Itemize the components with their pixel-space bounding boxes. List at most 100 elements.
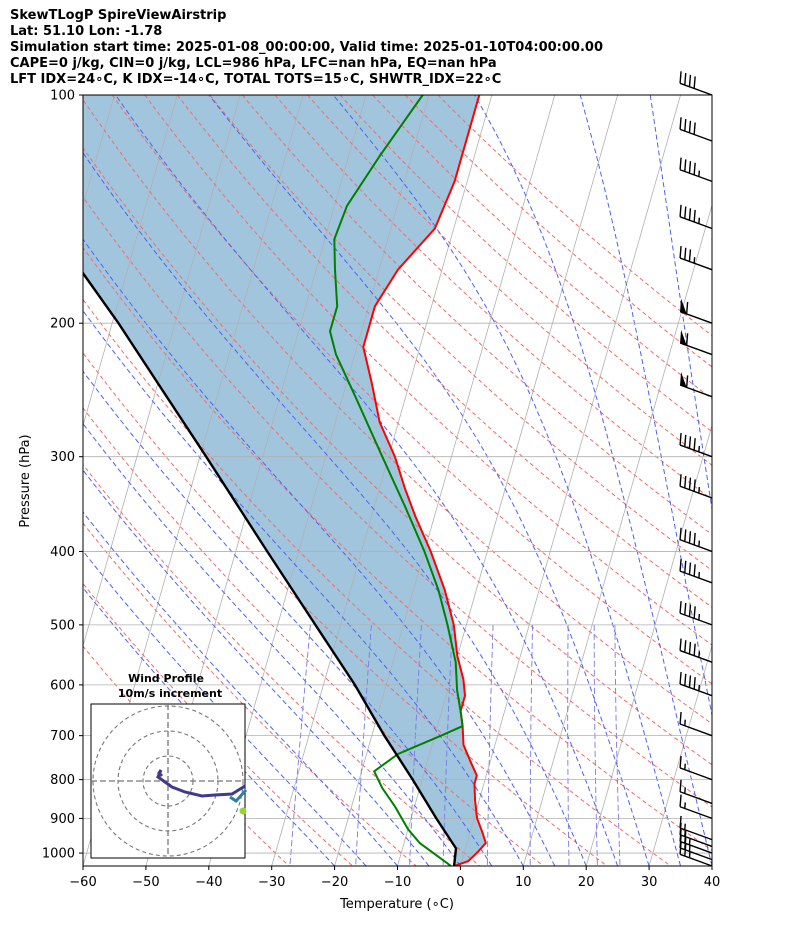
barb-full (693, 162, 696, 175)
barb-full (679, 432, 682, 446)
moist-adiabat (83, 587, 335, 866)
barb-full (684, 206, 687, 219)
wind-barb (679, 329, 713, 356)
barb-staff (679, 683, 713, 697)
barb-full (679, 638, 682, 651)
mixing-ratio-line (567, 624, 570, 866)
barb-half (698, 684, 701, 691)
x-tick-label: 40 (704, 875, 721, 890)
barb-full (688, 249, 692, 262)
barb-full (679, 474, 682, 487)
dry-adiabat (83, 407, 544, 866)
barb-full (693, 564, 696, 577)
wind-barb (679, 71, 713, 96)
barb-full (693, 479, 696, 492)
y-axis-label: Pressure (hPa) (18, 434, 33, 527)
moist-adiabat (208, 95, 650, 866)
y-tick-label: 500 (50, 618, 75, 633)
moist-adiabat (649, 95, 712, 513)
wind-barb (679, 755, 713, 781)
barb-staff (679, 485, 713, 499)
barb-full (693, 209, 696, 223)
barb-half (688, 845, 691, 852)
hodograph-marker (239, 807, 247, 815)
isotherm (83, 95, 178, 427)
barb-flag (680, 298, 687, 314)
dry-adiabat (209, 95, 712, 572)
x-axis-ticks: −60 −50 −40 −30 −20 −10 0 10 20 30 40 (69, 866, 720, 890)
mixing-ratio-line (486, 624, 494, 866)
barb-full (679, 755, 682, 769)
isotherm (711, 864, 712, 866)
barb-full (684, 72, 687, 86)
barb-half (684, 802, 686, 809)
dry-adiabat (144, 95, 712, 646)
barb-staff (679, 257, 713, 271)
barb-full (688, 531, 692, 544)
isotherm (271, 95, 493, 866)
x-tick-label: 30 (641, 875, 658, 890)
barb-full (688, 641, 692, 655)
barb-half (698, 540, 701, 547)
y-tick-label: 700 (50, 729, 75, 744)
barb-full (693, 438, 696, 451)
wind-barb (679, 815, 713, 841)
y-axis-ticks: 100 200 300 400 500 600 700 800 900 1000 (42, 89, 83, 862)
dry-adiabat (83, 522, 417, 866)
dry-adiabat (372, 95, 712, 400)
barb-staff (679, 216, 713, 230)
barb-full (679, 157, 682, 170)
wind-barb (679, 527, 713, 553)
barb-half (698, 217, 701, 224)
barb-full (684, 640, 687, 653)
barb-half (693, 257, 696, 264)
dry-adiabat (437, 95, 712, 337)
barb-staff (679, 342, 713, 356)
barb-full (688, 604, 692, 617)
y-tick-label: 1000 (42, 847, 75, 862)
barb-staff (679, 570, 713, 584)
wind-barb (679, 117, 713, 142)
barb-full (679, 204, 682, 217)
y-tick-label: 800 (50, 773, 75, 788)
barb-staff (679, 853, 713, 867)
hodograph-subtitle: 10m/s increment (118, 687, 222, 700)
wind-barb (679, 204, 713, 230)
wind-barb (679, 779, 713, 805)
barb-staff (679, 444, 713, 458)
barb-full (685, 375, 689, 388)
isotherm (334, 95, 556, 866)
moist-adiabat (83, 152, 587, 866)
dewpoint-line (328, 95, 464, 866)
barb-half (698, 445, 701, 452)
x-tick-label: −20 (321, 875, 348, 890)
dry-adiabat (83, 196, 712, 808)
moist-adiabat (83, 370, 493, 866)
barb-half (684, 830, 686, 837)
barb-full (693, 643, 696, 656)
moist-adiabat (474, 95, 712, 866)
moist-adiabat (83, 422, 461, 866)
isotherm (648, 644, 712, 866)
barb-full (685, 333, 689, 346)
dry-adiabat (111, 95, 712, 685)
barb-full (693, 606, 696, 619)
barb-full (684, 529, 687, 542)
barb-staff (679, 767, 713, 781)
barb-full (693, 532, 696, 545)
barb-full (679, 601, 682, 614)
stability-indices-2: LFT IDX=24∘C, K IDX=-14∘C, TOTAL TOTS=15… (10, 72, 502, 87)
barb-staff (679, 649, 713, 663)
barb-full (688, 436, 692, 449)
mixing-ratio-line (442, 624, 453, 866)
barb-full (688, 74, 692, 87)
temperature-line (362, 95, 487, 866)
x-tick-label: 10 (515, 875, 532, 890)
barb-half (698, 571, 701, 579)
barb-half (698, 614, 701, 621)
mixing-ratio-line (614, 624, 621, 866)
dry-adiabat (83, 246, 712, 852)
barb-full (693, 76, 696, 89)
cape-shading-area (83, 95, 486, 866)
barb-staff (679, 847, 713, 861)
